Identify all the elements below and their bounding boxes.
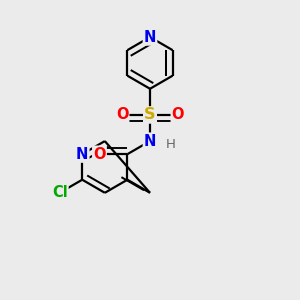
Text: N: N: [144, 30, 156, 45]
Text: N: N: [76, 147, 88, 162]
Text: N: N: [144, 134, 156, 148]
Text: O: O: [116, 107, 128, 122]
Text: O: O: [172, 107, 184, 122]
Text: S: S: [144, 107, 156, 122]
Text: Cl: Cl: [52, 185, 68, 200]
Text: O: O: [93, 147, 106, 162]
Text: H: H: [166, 138, 175, 151]
